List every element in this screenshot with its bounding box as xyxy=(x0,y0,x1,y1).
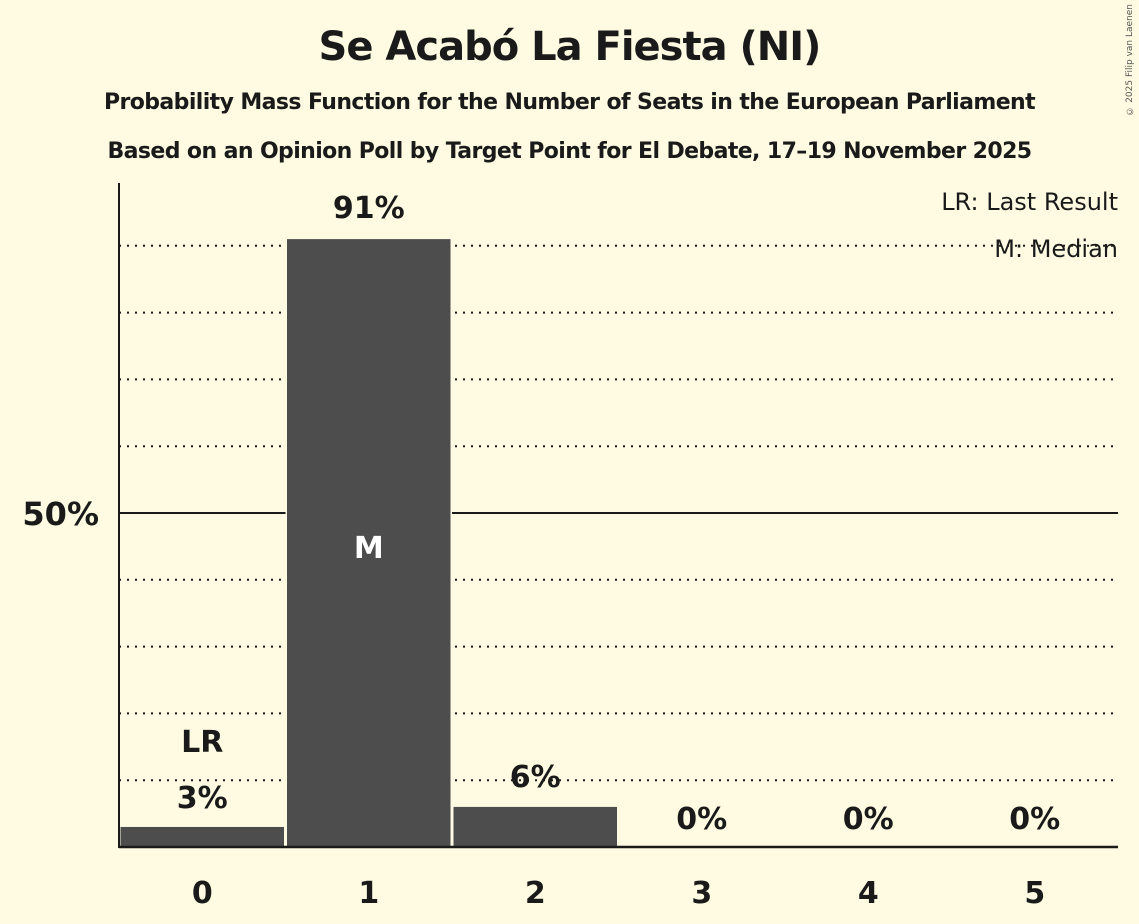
x-tick-label: 3 xyxy=(691,876,712,911)
value-label: 6% xyxy=(510,760,561,795)
bar-1 xyxy=(287,239,451,847)
x-tick-label: 1 xyxy=(358,876,379,911)
x-tick-label: 4 xyxy=(858,876,879,911)
x-tick-label: 0 xyxy=(192,876,213,911)
last-result-marker: LR xyxy=(181,725,223,760)
value-label: 0% xyxy=(676,802,727,837)
chart-title: Se Acabó La Fiesta (NI) xyxy=(318,24,822,70)
value-label: 91% xyxy=(333,191,405,226)
x-tick-label: 2 xyxy=(525,876,546,911)
bar-0 xyxy=(120,826,284,847)
chart-subtitle: Probability Mass Function for the Number… xyxy=(104,90,1036,115)
value-label: 0% xyxy=(1009,802,1060,837)
x-tick-label: 5 xyxy=(1024,876,1045,911)
median-marker: M xyxy=(354,531,384,566)
y-tick-label: 50% xyxy=(22,495,99,533)
legend-median: M: Median xyxy=(994,235,1118,263)
chart-source: Based on an Opinion Poll by Target Point… xyxy=(107,139,1033,164)
legend-last-result: LR: Last Result xyxy=(941,188,1118,216)
value-label: 0% xyxy=(843,802,894,837)
bar-2 xyxy=(453,806,617,847)
value-label: 3% xyxy=(177,781,228,816)
